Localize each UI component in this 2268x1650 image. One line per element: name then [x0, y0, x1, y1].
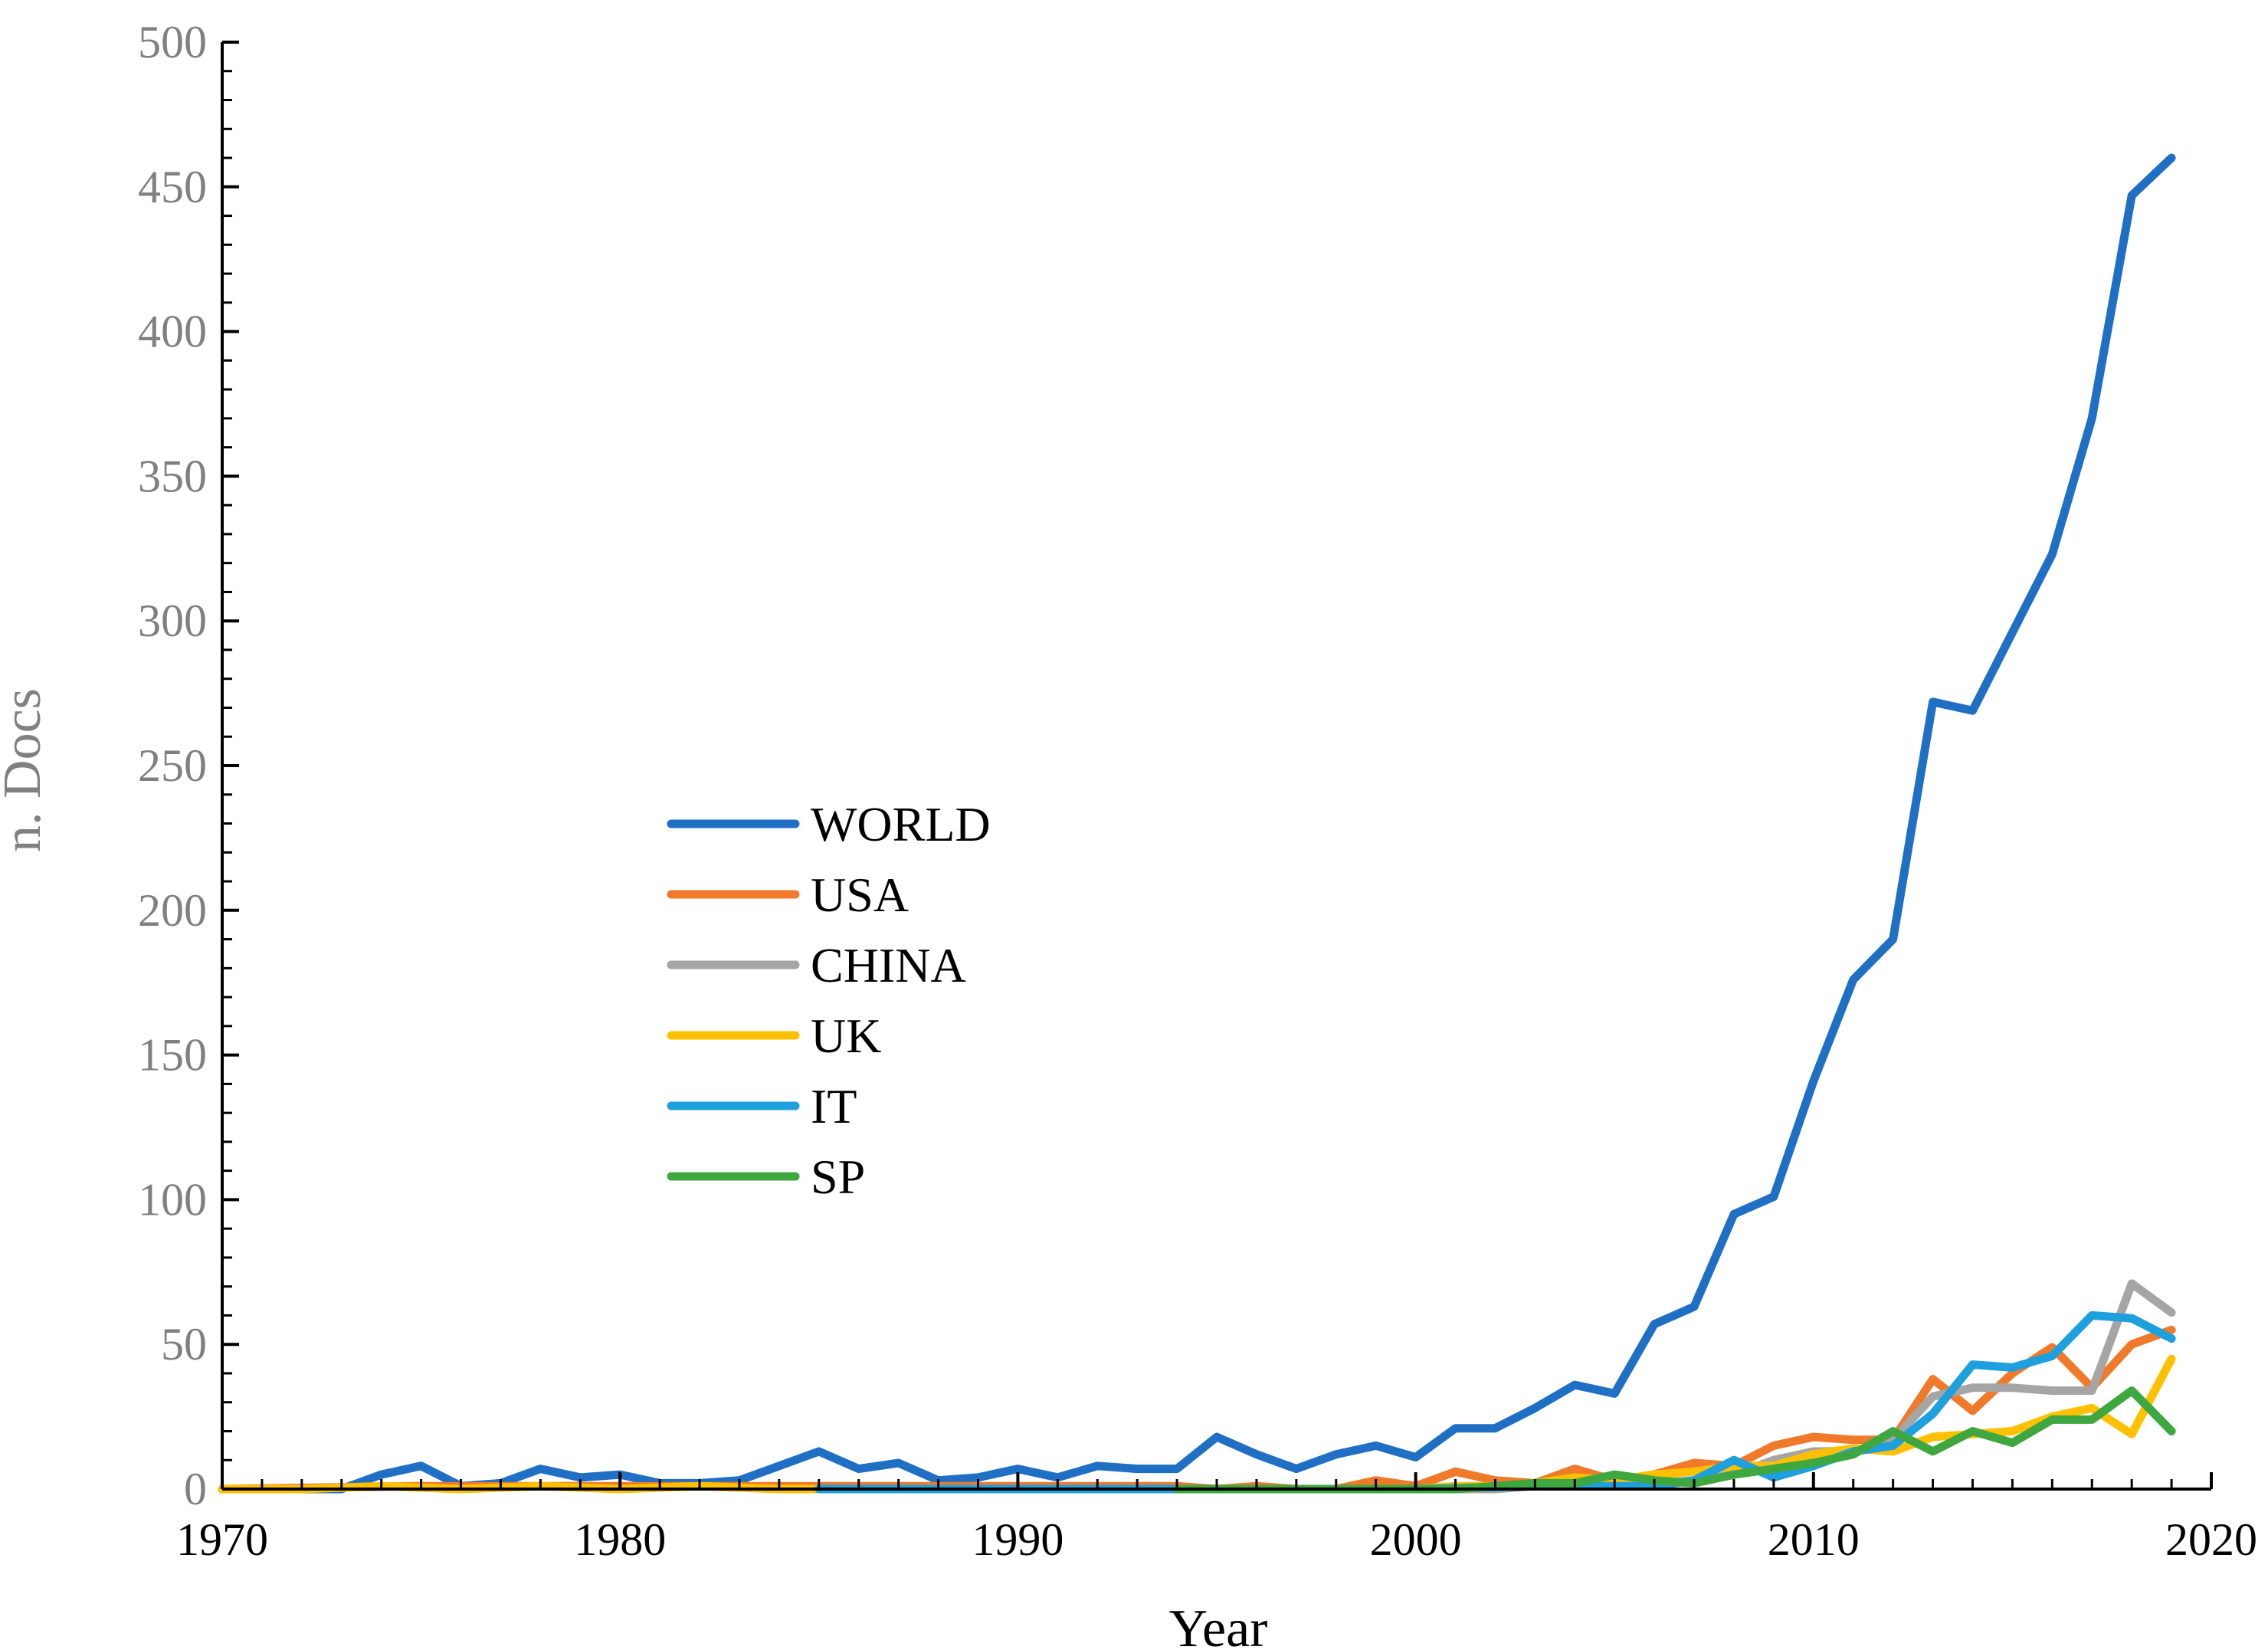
legend-item-sp: SP [667, 1150, 865, 1204]
x-axis-title: Year [1169, 1599, 1268, 1650]
legend-item-it: IT [667, 1079, 857, 1133]
series-line-it [814, 1310, 2176, 1494]
legend-label: SP [811, 1150, 865, 1204]
legend-label: UK [811, 1009, 881, 1063]
y-tick-label: 250 [138, 740, 207, 791]
legend-item-uk: UK [667, 1009, 881, 1063]
legend-label: WORLD [811, 797, 991, 851]
ticks-layer: 0 50 100 150 200 250 300 350 400 450 500 1970 1980 19… [138, 17, 2257, 1565]
legend-item-world: WORLD [667, 797, 991, 851]
x-tick-label: 2010 [1768, 1514, 1860, 1565]
legend-item-usa: USA [667, 868, 909, 922]
y-tick-label: 0 [184, 1464, 207, 1514]
y-tick-label: 100 [138, 1174, 207, 1225]
y-tick-label: 450 [138, 162, 207, 212]
legend-label: IT [811, 1079, 857, 1133]
series-layer [218, 153, 2176, 1494]
legend: WORLD USA CHINA UK IT SP [667, 797, 991, 1204]
y-tick-label: 500 [138, 17, 207, 67]
series-line-usa [218, 1325, 2176, 1494]
legend-label: USA [811, 868, 909, 922]
x-tick-label: 1990 [972, 1514, 1064, 1565]
y-tick-label: 200 [138, 885, 207, 936]
series-line-world [218, 153, 2176, 1494]
y-tick-label: 300 [138, 595, 207, 646]
x-tick-label: 1980 [574, 1514, 666, 1565]
y-tick-label: 150 [138, 1030, 207, 1081]
series-line-uk [218, 1354, 2176, 1494]
axes-layer [221, 42, 2211, 1491]
x-tick-label: 1970 [176, 1514, 268, 1565]
x-tick-label: 2000 [1370, 1514, 1462, 1565]
legend-label: CHINA [811, 938, 966, 992]
y-tick-label: 350 [138, 451, 207, 501]
x-tick-label: 2020 [2165, 1514, 2257, 1565]
y-axis-title: n. Docs [0, 688, 52, 852]
y-tick-label: 50 [161, 1319, 207, 1370]
legend-item-china: CHINA [667, 938, 966, 992]
y-tick-label: 400 [138, 307, 207, 357]
